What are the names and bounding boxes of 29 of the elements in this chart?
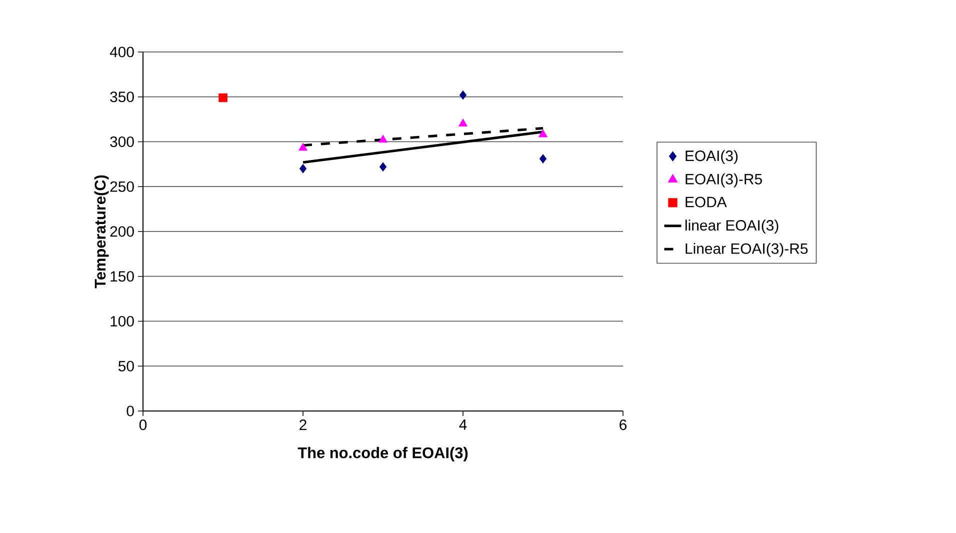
point bbox=[379, 162, 387, 172]
y-tick-label: 0 bbox=[126, 406, 134, 416]
point bbox=[298, 142, 308, 151]
point bbox=[458, 118, 468, 126]
y-axis-title: Temperature(C) bbox=[94, 175, 109, 288]
y-tick-label: 150 bbox=[110, 271, 134, 282]
point bbox=[378, 134, 388, 143]
point bbox=[539, 154, 547, 164]
legend-label: Linear EOAI(3)-R5 bbox=[686, 242, 808, 257]
legend-label: linear EOAI(3) bbox=[686, 220, 778, 234]
y-tick-label: 250 bbox=[110, 181, 134, 192]
legend-label: EODA bbox=[686, 196, 727, 208]
point bbox=[538, 129, 548, 138]
legend-label: EOAI(3)-R5 bbox=[686, 173, 762, 188]
x-tick-label: 6 bbox=[620, 420, 627, 430]
x-tick-label: 2 bbox=[300, 420, 306, 430]
y-tick-label: 300 bbox=[110, 136, 134, 148]
point bbox=[218, 93, 228, 102]
legend-label: EOAI(3) bbox=[686, 150, 738, 164]
y-tick-label: 350 bbox=[110, 92, 134, 102]
point bbox=[459, 90, 467, 100]
y-tick-label: 50 bbox=[118, 360, 134, 372]
x-tick-label: 0 bbox=[139, 420, 147, 430]
y-tick-label: 400 bbox=[110, 46, 134, 58]
y-tick-label: 100 bbox=[110, 316, 134, 327]
point bbox=[299, 164, 307, 174]
x-axis-title: The no.code of EOAI(3) bbox=[298, 446, 468, 462]
y-tick-label: 200 bbox=[110, 226, 134, 237]
x-tick-label: 4 bbox=[459, 420, 467, 430]
